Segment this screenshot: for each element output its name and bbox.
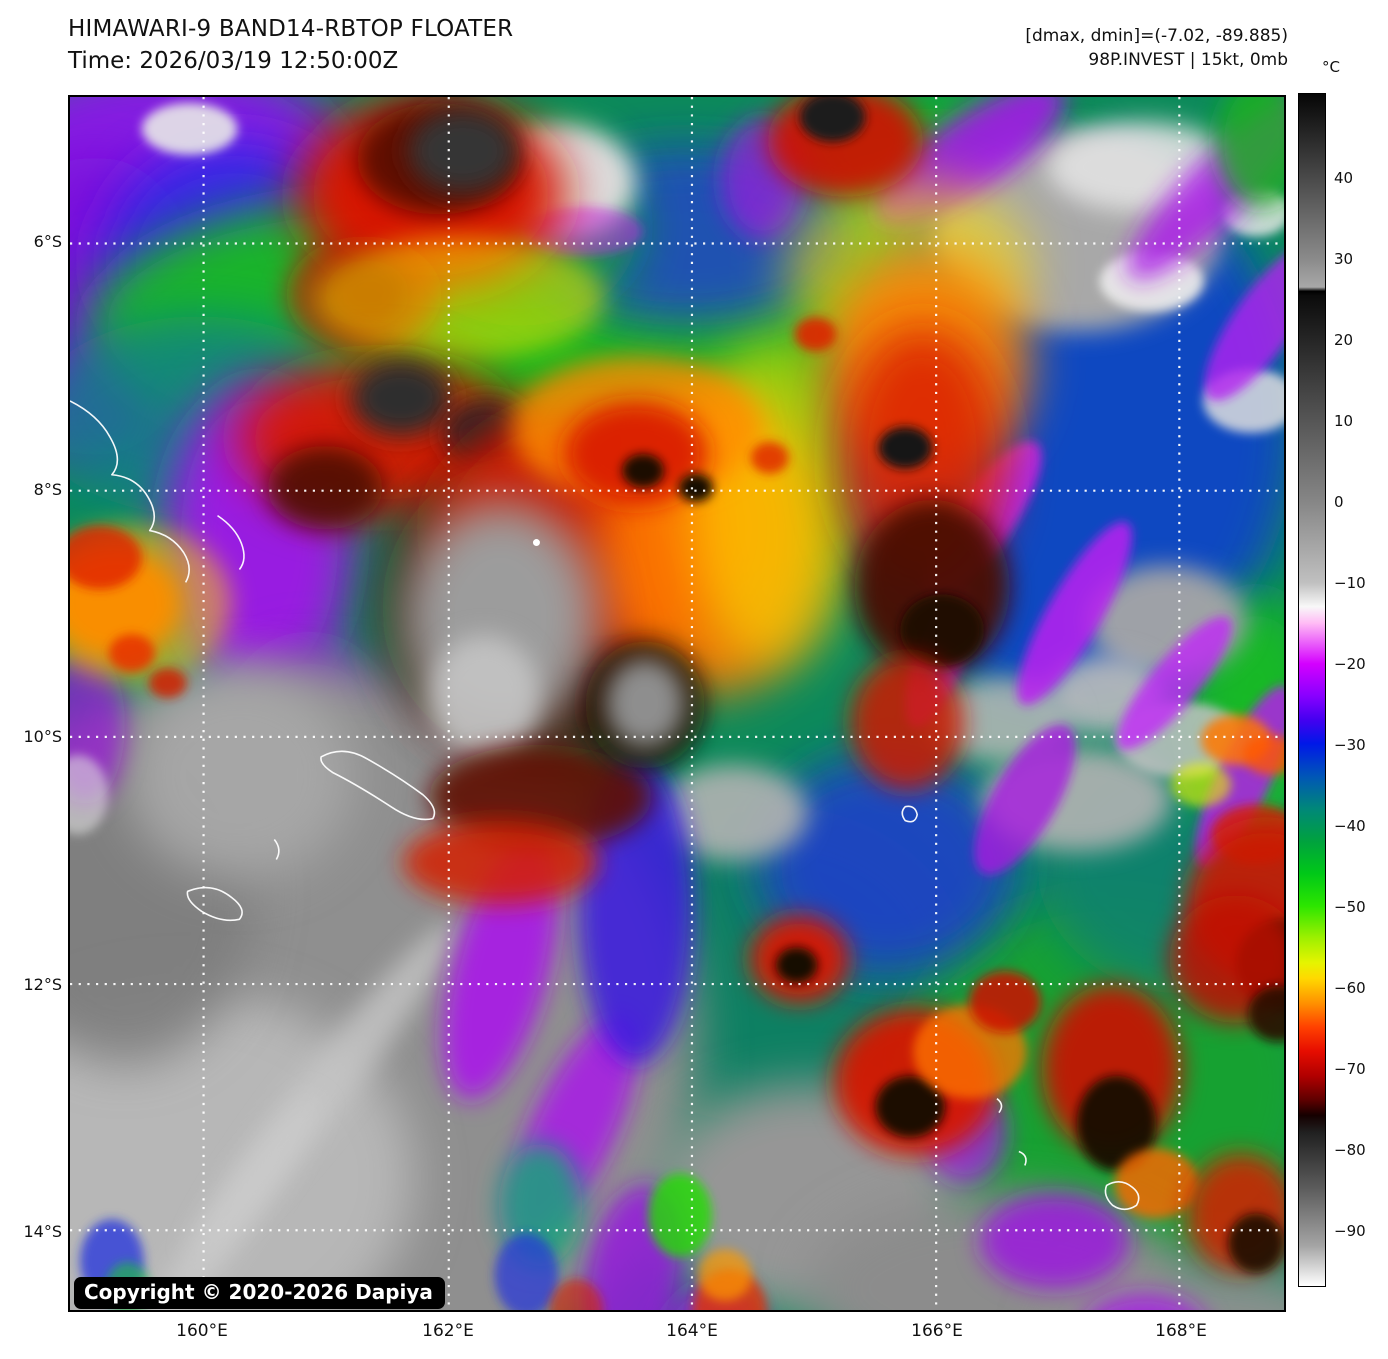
latitude-label: 14°S (23, 1222, 62, 1241)
temperature-colorbar (1298, 93, 1326, 1287)
colorbar-tick-label: −70 (1334, 1060, 1366, 1078)
cloud-blob (267, 445, 383, 530)
latitude-label: 10°S (23, 727, 62, 746)
product-title: HIMAWARI-9 BAND14-RBTOP FLOATER (68, 16, 514, 42)
storm-center-marker (532, 539, 540, 547)
cloud-blob (658, 764, 808, 861)
cloud-blob (794, 317, 837, 352)
coastline-path (996, 1098, 1003, 1114)
cloud-blob (1017, 521, 1132, 705)
cloud-blob (878, 426, 933, 469)
cloud-blob (1248, 986, 1284, 1042)
cloud-blob (316, 236, 606, 361)
dmax-dmin-readout: [dmax, dmin]=(-7.02, -89.885) (1025, 26, 1288, 46)
colorbar-tick-label: −80 (1334, 1141, 1366, 1159)
colorbar-tick-label: 20 (1334, 331, 1354, 349)
coastline-layer (70, 400, 1140, 1211)
colorbar-unit-label: °C (1322, 58, 1340, 76)
longitude-label: 160°E (176, 1321, 228, 1341)
cloud-blob (875, 1075, 946, 1138)
coastline-path (70, 400, 190, 583)
cloud-blob (1116, 616, 1232, 750)
longitude-label: 166°E (911, 1321, 963, 1341)
longitude-label: 164°E (666, 1321, 718, 1341)
cloud-blob (850, 656, 965, 790)
cloud-blob (564, 401, 708, 506)
cloud-blob (108, 634, 155, 673)
cloud-blob (1204, 241, 1284, 401)
storm-info-label: 98P.INVEST | 15kt, 0mb (1088, 50, 1288, 70)
cloud-blob (648, 1173, 712, 1258)
cloud-blob (351, 360, 451, 436)
colorbar-tick-label: −30 (1334, 736, 1366, 754)
coastline-path (186, 886, 243, 922)
colorbar-tick-label: −20 (1334, 655, 1366, 673)
cloud-blob (1216, 97, 1284, 207)
cloud-blob (1114, 1148, 1199, 1219)
longitude-label: 168°E (1155, 1321, 1207, 1341)
cloud-blob (900, 594, 984, 667)
coastline-path (1104, 1181, 1140, 1211)
colorbar-tick-label: 30 (1334, 250, 1354, 268)
latitude-label: 12°S (23, 975, 62, 994)
cloud-blob (549, 1279, 604, 1310)
cloud-blob (678, 473, 713, 502)
cloud-blob (1092, 1293, 1197, 1310)
coastline-path (1018, 1150, 1027, 1166)
cloud-blob (141, 102, 238, 155)
coastline-path (320, 750, 436, 821)
coastline-path (217, 514, 245, 570)
colorbar-tick-label: −40 (1334, 817, 1366, 835)
cloud-blob (148, 668, 187, 699)
cloud-blob (494, 1233, 559, 1310)
satellite-imagery (70, 97, 1284, 1310)
cloud-blob (605, 658, 685, 748)
product-timestamp: Time: 2026/03/19 12:50:00Z (68, 48, 399, 74)
cloud-blob (750, 441, 789, 474)
cloud-blob (974, 724, 1076, 875)
latlon-gridlines (70, 97, 1284, 1310)
cloud-blob (408, 108, 517, 193)
cloud-blob (697, 1249, 752, 1302)
cloud-blob (775, 947, 818, 984)
latitude-label: 8°S (33, 480, 62, 499)
cloud-blob (1228, 1213, 1284, 1274)
cloud-blob (1171, 762, 1232, 807)
copyright-badge: Copyright © 2020-2026 Dapiya (74, 1277, 445, 1309)
cloud-blob (1169, 895, 1284, 1023)
colorbar-tick-label: 0 (1334, 493, 1344, 511)
cloud-blob (124, 670, 355, 880)
cloud-blob (70, 754, 108, 835)
cloud-blob (969, 971, 1041, 1033)
cloud-blob (428, 635, 541, 759)
colorbar-tick-label: −10 (1334, 574, 1366, 592)
cloud-blob-layer (70, 97, 1284, 1310)
cloud-blob (980, 1193, 1130, 1290)
colorbar-tick-label: 40 (1334, 169, 1354, 187)
longitude-label: 162°E (422, 1321, 474, 1341)
cloud-blob (1076, 1075, 1157, 1172)
colorbar-tick-label: −60 (1334, 979, 1366, 997)
colorbar-tick-label: 10 (1334, 412, 1354, 430)
cloud-blob (622, 453, 665, 488)
satellite-ir-map: Copyright © 2020-2026 Dapiya (68, 95, 1286, 1312)
cloud-blob (757, 754, 1017, 975)
cloud-blob (1243, 734, 1284, 775)
coastline-path (273, 839, 280, 860)
cloud-blob (442, 838, 559, 1100)
cloud-blob (799, 97, 866, 142)
cloud-blob (70, 525, 142, 590)
colorbar-tick-label: −50 (1334, 898, 1366, 916)
cloud-blob (1099, 251, 1204, 312)
colorbar-tick-label: −90 (1334, 1222, 1366, 1240)
cloud-blob (402, 820, 599, 905)
coastline-path (901, 805, 919, 823)
latitude-label: 6°S (33, 232, 62, 251)
